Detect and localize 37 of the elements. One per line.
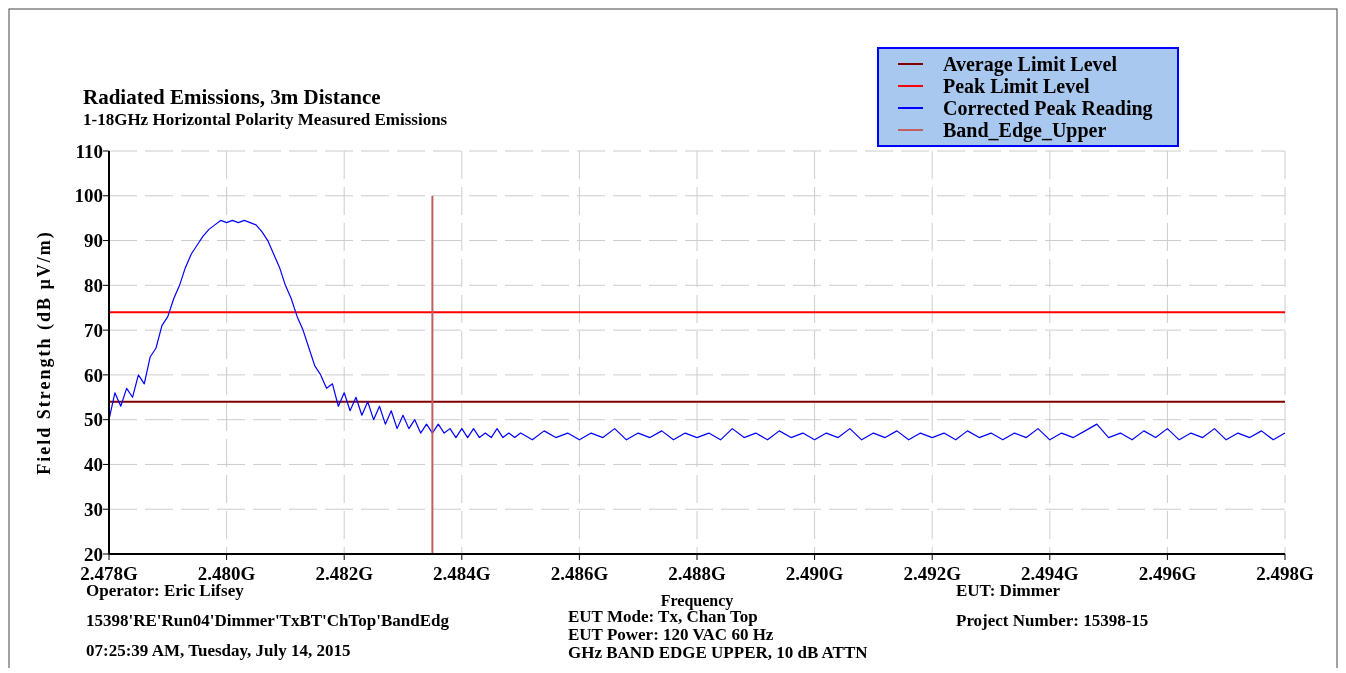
y-tick-label: 70 [84, 319, 103, 341]
legend-label: Band_Edge_Upper [943, 119, 1107, 142]
y-axis-title: Field Strength (dB µV/m) [34, 230, 55, 475]
x-tick-label: 2.484G [433, 563, 491, 584]
legend-label: Peak Limit Level [943, 75, 1091, 97]
y-tick-label: 50 [84, 409, 103, 431]
chart-title: Radiated Emissions, 3m Distance [83, 85, 381, 109]
y-tick-label: 30 [84, 498, 103, 520]
x-tick-label: 2.488G [668, 563, 726, 584]
x-tick-label: 2.486G [550, 563, 609, 584]
y-tick-label: 40 [84, 454, 103, 476]
x-tick-label: 2.494G [1021, 563, 1079, 584]
x-tick-label: 2.492G [903, 563, 962, 584]
y-tick-label: 60 [84, 364, 103, 386]
text: GHz BAND EDGE UPPER, 10 dB ATTN [568, 643, 869, 662]
text: EUT: Dimmer [956, 581, 1061, 600]
text: 15398'RE'Run04'Dimmer'TxBT'ChTop'BandEdg [86, 611, 450, 630]
x-tick-label: 2.498G [1256, 563, 1314, 584]
x-axis-title: Frequency [660, 592, 734, 610]
y-tick-label: 110 [75, 140, 103, 162]
x-tick-label: 2.496G [1138, 563, 1197, 584]
text: 07:25:39 AM, Tuesday, July 14, 2015 [86, 641, 351, 660]
x-tick-label: 2.480G [197, 563, 256, 584]
x-tick-label: 2.490G [785, 563, 844, 584]
chart-subtitle: 1-18GHz Horizontal Polarity Measured Emissions [83, 110, 448, 129]
x-tick-label: 2.478G [80, 563, 138, 584]
text: Project Number: 15398-15 [956, 611, 1149, 630]
y-tick-label: 80 [84, 274, 103, 296]
x-tick-label: 2.482G [315, 563, 374, 584]
y-tick-label: 20 [84, 543, 103, 565]
legend-label: Corrected Peak Reading [943, 97, 1153, 120]
text: Operator: Eric Lifsey [86, 581, 245, 600]
y-tick-label: 90 [84, 230, 103, 252]
text: EUT Power: 120 VAC 60 Hz [568, 625, 774, 644]
y-tick-label: 100 [74, 185, 103, 207]
line-series [108, 219, 1286, 441]
legend-label: Average Limit Level [943, 53, 1118, 76]
